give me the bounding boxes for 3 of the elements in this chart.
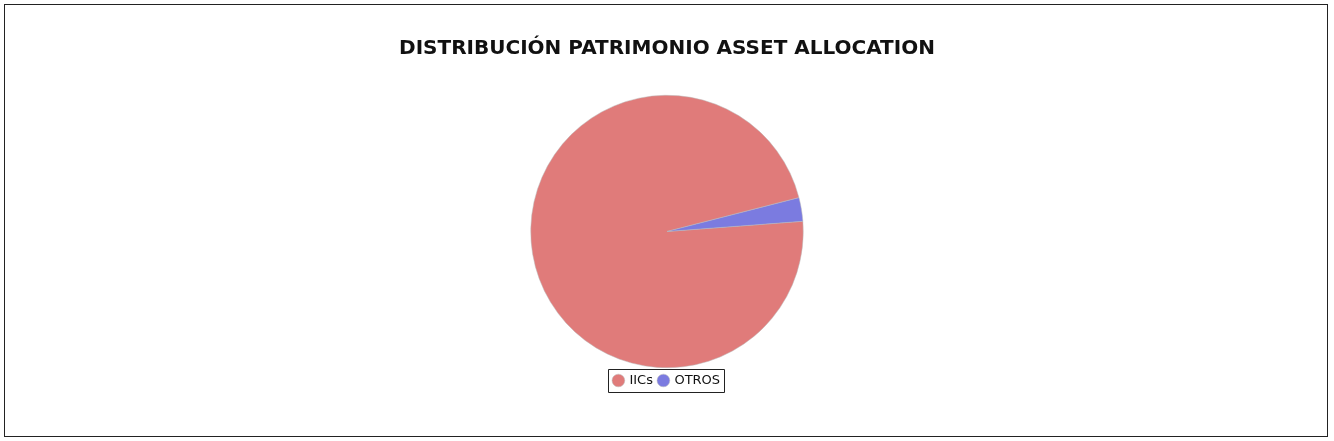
legend-label: OTROS xyxy=(674,371,721,387)
chart-title: DISTRIBUCIÓN PATRIMONIO ASSET ALLOCATION xyxy=(399,35,935,60)
legend-label: IICs xyxy=(629,371,654,387)
